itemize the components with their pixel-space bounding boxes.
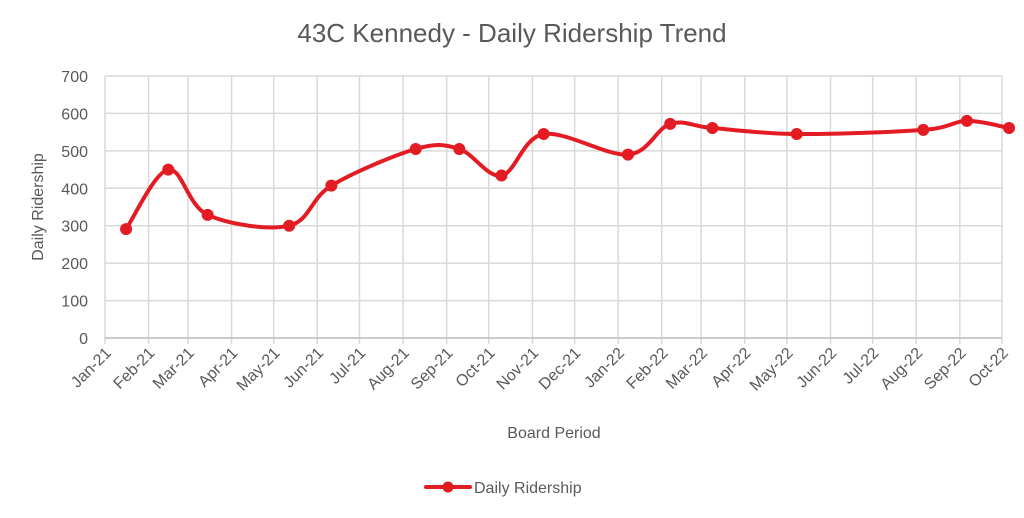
x-tick-label: Jan-22 (581, 345, 628, 392)
y-tick-label: 600 (61, 106, 88, 123)
x-tick-label: May-22 (747, 345, 797, 395)
x-tick-label: Mar-22 (663, 345, 711, 393)
data-point[interactable] (706, 122, 719, 135)
y-axis: 0 100 200 300 400 500 600 700 (61, 69, 88, 348)
data-point[interactable] (162, 163, 175, 176)
x-tick-label: Aug-22 (878, 345, 927, 394)
data-point[interactable] (283, 219, 296, 232)
x-tick-label: Sep-21 (408, 345, 457, 394)
y-tick-label: 0 (79, 331, 88, 348)
x-tick-label: Jul-21 (326, 345, 369, 388)
x-axis-label: Board Period (507, 425, 600, 442)
data-point[interactable] (537, 128, 550, 141)
x-tick-label: Jun-22 (794, 345, 841, 392)
data-point[interactable] (201, 208, 214, 221)
data-point[interactable] (960, 114, 973, 127)
data-point[interactable] (622, 148, 635, 161)
x-tick-label: Aug-21 (364, 345, 413, 394)
x-tick-label: Sep-22 (921, 345, 970, 394)
data-point[interactable] (1003, 122, 1016, 135)
legend-label: Daily Ridership (474, 480, 582, 497)
legend-marker-swatch (442, 481, 454, 493)
data-point[interactable] (325, 179, 338, 192)
data-point[interactable] (664, 117, 677, 130)
x-tick-label: Feb-22 (624, 345, 672, 393)
x-tick-label: Feb-21 (111, 345, 159, 393)
x-tick-label: Jan-21 (68, 345, 115, 392)
data-point[interactable] (495, 169, 508, 182)
data-point[interactable] (409, 142, 422, 155)
y-tick-label: 200 (61, 256, 88, 273)
series-line-0 (124, 118, 1012, 232)
x-tick-label: Oct-21 (453, 345, 499, 391)
x-tick-label: Jul-22 (840, 345, 883, 388)
series-layer (120, 114, 1016, 236)
chart-title: 43C Kennedy - Daily Ridership Trend (297, 18, 726, 48)
y-tick-label: 100 (61, 294, 88, 311)
y-tick-label: 500 (61, 144, 88, 161)
legend[interactable]: Daily Ridership (424, 480, 582, 497)
x-tick-label: May-21 (234, 345, 284, 395)
x-tick-label: Mar-21 (150, 345, 198, 393)
y-tick-label: 300 (61, 219, 88, 236)
x-tick-label: Oct-22 (966, 345, 1012, 391)
gridlines (104, 75, 1003, 344)
data-point[interactable] (790, 128, 803, 141)
data-point[interactable] (917, 123, 930, 136)
y-tick-label: 400 (61, 181, 88, 198)
data-point[interactable] (120, 223, 133, 236)
data-point[interactable] (453, 142, 466, 155)
y-axis-label: Daily Ridership (30, 153, 47, 261)
x-tick-label: Dec-21 (536, 345, 585, 394)
y-tick-label: 700 (61, 69, 88, 86)
x-tick-label: Nov-21 (494, 345, 543, 394)
x-tick-label: Jun-21 (281, 345, 328, 392)
